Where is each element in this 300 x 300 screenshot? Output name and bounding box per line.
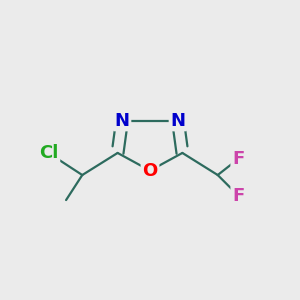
Text: N: N: [170, 112, 185, 130]
Text: F: F: [232, 150, 244, 168]
Text: O: O: [142, 162, 158, 180]
Text: Cl: Cl: [39, 144, 58, 162]
Text: N: N: [115, 112, 130, 130]
Text: F: F: [232, 187, 244, 205]
